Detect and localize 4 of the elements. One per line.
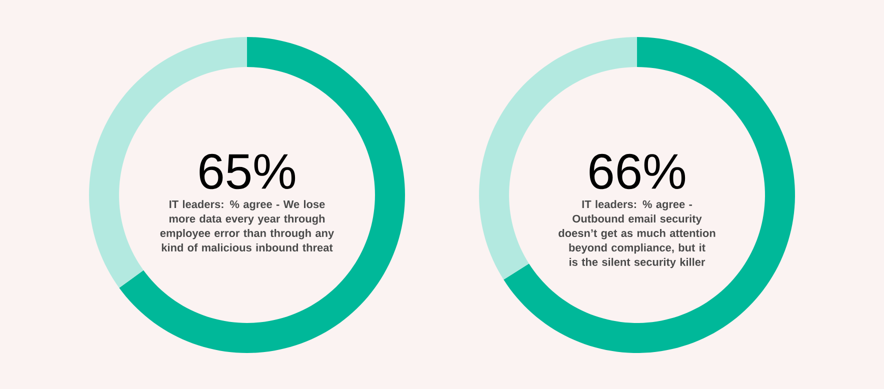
text: IT leaders: % agree - We lose more data every year through employee error than through any kind of malicious inbound threat — [160, 200, 334, 252]
data-label: 66% — [590, 154, 686, 190]
text: IT leaders: % agree - Outbound email security doesn’t get as much attention beyond compliance, but it is the silent security killer — [558, 200, 716, 268]
data-label: 65% — [200, 154, 296, 190]
